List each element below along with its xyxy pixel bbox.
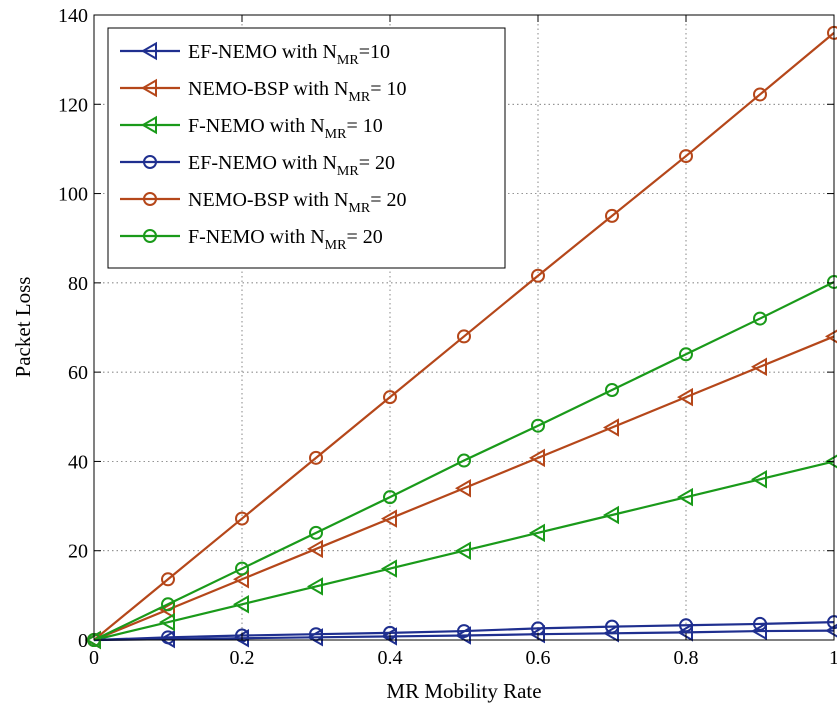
legend-label: NEMO-BSP with NMR= 10 (188, 78, 406, 105)
legend-marker (143, 192, 157, 206)
data-point-marker (161, 597, 175, 612)
data-point-marker (605, 208, 619, 223)
data-point-marker (605, 619, 619, 634)
data-point-marker (309, 525, 323, 540)
legend-entry: NEMO-BSP with NMR= 20 (120, 189, 406, 216)
data-point-marker (235, 511, 249, 526)
series-line (93, 32, 835, 641)
data-point-marker (235, 628, 249, 643)
data-point-marker (679, 149, 693, 164)
data-point-marker (454, 541, 471, 560)
legend-label: F-NEMO with NMR= 10 (188, 115, 383, 142)
legend-label: EF-NEMO with NMR=10 (188, 41, 390, 68)
x-tick-label: 0.6 (526, 647, 551, 669)
legend-marker (140, 115, 157, 135)
data-point-marker (605, 383, 619, 397)
data-point-marker (383, 390, 397, 405)
data-point-marker (528, 448, 545, 468)
data-point-marker (457, 624, 471, 639)
data-point-marker (454, 478, 471, 498)
data-point-marker (158, 600, 175, 619)
data-point-marker (161, 630, 175, 645)
x-axis-label: MR Mobility Rate (386, 679, 541, 703)
series-line (93, 335, 835, 642)
legend-entry: EF-NEMO with NMR= 20 (120, 152, 395, 179)
data-point-marker (309, 450, 323, 465)
data-point-marker (676, 387, 693, 407)
plot-series (84, 25, 837, 650)
series-1 (84, 621, 837, 650)
data-point-marker (679, 347, 693, 362)
data-point-marker (457, 453, 471, 468)
data-point-marker (750, 621, 767, 641)
y-tick-label: 60 (68, 362, 88, 384)
data-point-marker (306, 577, 323, 596)
data-point-marker (602, 505, 619, 525)
data-point-marker (750, 357, 767, 377)
y-tick-label: 0 (78, 630, 88, 652)
legend-marker (140, 78, 157, 98)
data-point-marker (750, 470, 767, 489)
legend-marker (143, 155, 157, 169)
legend: EF-NEMO with NMR=10 NEMO-BSP with NMR= 10… (107, 27, 506, 269)
data-point-marker (753, 87, 767, 102)
y-tick-label: 20 (68, 541, 88, 563)
data-point-marker (531, 268, 545, 283)
series-line (93, 460, 835, 642)
y-tick-label: 140 (58, 5, 88, 27)
legend-marker (143, 229, 157, 243)
legend-label: EF-NEMO with NMR= 20 (188, 152, 395, 179)
y-tick-label: 40 (68, 451, 88, 473)
data-point-marker (383, 490, 397, 505)
data-point-marker (528, 523, 545, 543)
data-point-marker (753, 616, 767, 631)
data-point-marker (753, 311, 767, 326)
legend-box (107, 27, 506, 269)
series-line (93, 621, 835, 642)
x-tick-label: 0.8 (674, 647, 699, 669)
plot-frame (93, 14, 835, 641)
x-tick-label: 0 (89, 647, 99, 669)
legend-label: NEMO-BSP with NMR= 20 (188, 189, 406, 216)
data-point-marker (235, 561, 249, 576)
data-point-marker (161, 572, 175, 587)
data-point-marker (676, 487, 693, 507)
axis-ticks: 0 0.2 0.4 0.6 0.8 1 0 20 40 60 80 100 120 140 (58, 5, 837, 669)
data-point-marker (457, 329, 471, 344)
data-point-marker (232, 595, 249, 614)
data-point-marker (602, 418, 619, 437)
y-tick-label: 120 (58, 94, 88, 116)
y-axis-label: Packet Loss (11, 277, 35, 378)
data-point-marker (380, 559, 397, 578)
data-point-marker (602, 624, 619, 643)
legend-entry: NEMO-BSP with NMR= 10 (120, 78, 406, 105)
series-line (93, 280, 835, 641)
x-tick-label: 1 (829, 647, 837, 669)
data-point-marker (380, 509, 397, 528)
data-point-marker (679, 618, 693, 633)
legend-entry: EF-NEMO with NMR=10 (120, 41, 390, 68)
y-tick-label: 80 (68, 273, 88, 295)
legend-marker (140, 41, 157, 61)
legend-entry: F-NEMO with NMR= 20 (120, 226, 383, 253)
series-5 (87, 25, 837, 647)
x-tick-label: 0.4 (378, 647, 403, 669)
data-point-marker (306, 539, 323, 559)
legend-entry: F-NEMO with NMR= 10 (120, 115, 383, 142)
legend-label: F-NEMO with NMR= 20 (188, 226, 383, 253)
data-point-marker (158, 612, 175, 632)
series-line (93, 629, 835, 642)
y-tick-label: 100 (58, 184, 88, 206)
data-point-marker (531, 418, 545, 433)
x-tick-label: 0.2 (230, 647, 255, 669)
